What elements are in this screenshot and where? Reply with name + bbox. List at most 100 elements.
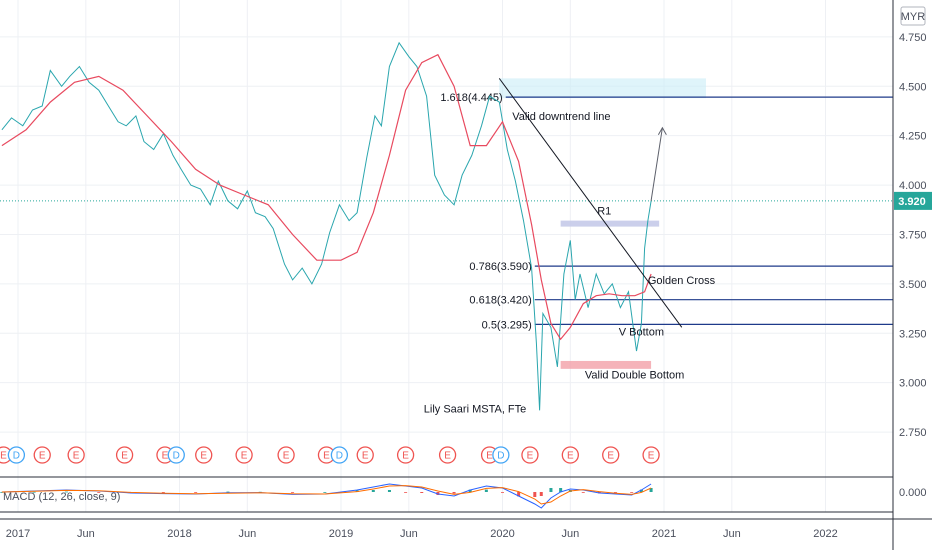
macd-histogram-bar	[161, 492, 165, 493]
earnings-marker[interactable]: E	[67, 446, 85, 464]
y-tick-label: 3.000	[899, 378, 927, 390]
macd-histogram-bar	[32, 491, 36, 493]
target-arrow	[650, 127, 663, 201]
event-marker-letter: D	[497, 451, 504, 462]
event-marker-circle	[356, 446, 374, 464]
double-bottom-zone	[560, 360, 652, 369]
event-marker-circle	[67, 446, 85, 464]
event-marker-letter: E	[73, 451, 80, 462]
event-marker-letter: D	[336, 451, 343, 462]
event-marker-letter: D	[13, 451, 20, 462]
event-marker-circle	[602, 446, 620, 464]
x-tick-label: Jun	[561, 528, 579, 540]
x-tick-label: Jun	[723, 528, 741, 540]
macd-histogram-bar	[226, 491, 230, 493]
resistance-zone	[560, 220, 660, 227]
macd-histogram-bar	[64, 491, 68, 493]
earnings-marker[interactable]: E	[235, 446, 253, 464]
x-tick-label: 2020	[490, 528, 514, 540]
x-tick-label: Jun	[77, 528, 95, 540]
drawings: Valid downtrend line R1	[498, 78, 683, 328]
earnings-marker[interactable]: E	[642, 446, 660, 464]
grid-lines	[0, 0, 893, 512]
earnings-marker[interactable]: E	[195, 446, 213, 464]
event-marker-circle	[235, 446, 253, 464]
y-tick-label: 3.750	[899, 229, 927, 241]
y-tick-label: 3.250	[899, 328, 927, 340]
earnings-marker[interactable]: E	[115, 446, 134, 464]
event-marker-letter: E	[607, 451, 614, 462]
macd-histogram-bar	[630, 492, 634, 493]
dividend-marker[interactable]: D	[330, 446, 349, 464]
last-price-value: 3.920	[898, 196, 926, 208]
dividend-marker[interactable]: D	[167, 446, 185, 464]
macd-legend: MACD (12, 26, close, 9)	[3, 491, 120, 503]
x-tick-label: 2018	[167, 528, 191, 540]
macd-histogram-bar	[97, 492, 101, 493]
earnings-marker[interactable]: E	[277, 446, 295, 464]
macd-histogram-bar	[517, 492, 521, 497]
event-marker-letter: E	[121, 451, 128, 462]
dividend-marker[interactable]: D	[7, 446, 26, 464]
macd-histogram-bar	[291, 492, 295, 493]
annotations: Golden Cross V Bottom Valid Double Bottom L…	[424, 275, 716, 415]
annotation-label: Golden Cross	[648, 275, 716, 287]
macd-histogram-bar	[501, 492, 504, 493]
macd-histogram-bar	[0, 492, 4, 493]
target-arrow-head	[657, 126, 667, 136]
macd-histogram-bar	[549, 488, 553, 492]
x-tick-label: 2022	[813, 528, 837, 540]
earnings-marker[interactable]: E	[33, 446, 51, 464]
target-zone	[499, 78, 706, 99]
earnings-marker[interactable]: E	[356, 446, 374, 464]
event-marker-letter: D	[173, 451, 180, 462]
event-marker-letter: E	[241, 451, 248, 462]
event-marker-circle	[561, 446, 579, 464]
fib-level-label: 0.786(3.590)	[469, 261, 531, 273]
macd-histogram-bar	[468, 489, 472, 492]
macd-histogram-bar	[194, 492, 198, 493]
event-marker-circle	[195, 446, 213, 464]
earnings-marker[interactable]: E	[521, 446, 539, 464]
y-tick-label: 4.250	[899, 131, 927, 143]
macd-zero-tick: 0.000	[899, 487, 927, 499]
macd-histogram-bar	[387, 490, 391, 492]
earnings-marker[interactable]: E	[396, 446, 415, 464]
dividend-marker[interactable]: D	[492, 446, 510, 464]
watermark-text: Lily Saari MSTA, FTe	[424, 403, 527, 415]
event-marker-letter: E	[402, 451, 409, 462]
event-marker-letter: E	[527, 451, 534, 462]
event-marker-circle	[438, 446, 457, 464]
currency-label: MYR	[901, 11, 926, 23]
earnings-marker[interactable]: E	[561, 446, 579, 464]
event-marker-circle	[7, 446, 26, 464]
currency-box[interactable]	[900, 6, 926, 26]
time-axis[interactable]: 2017 Jun 2018 Jun 2019 Jun 2020 Jun 2021 Jun 2022	[0, 518, 932, 540]
price-axis[interactable]: MYR 4.750 4.500 4.250 4.000 3.750 3.500 3.250 3…	[892, 0, 932, 550]
event-marker-circle	[167, 446, 185, 464]
macd-pane: MACD (12, 26, close, 9) 0.000	[0, 476, 927, 513]
macd-histogram-bar	[581, 492, 585, 493]
macd-histogram-bar	[323, 492, 327, 493]
time-axis-ticks: 2017 Jun 2018 Jun 2019 Jun 2020 Jun 2021 Jun 2022	[6, 528, 838, 540]
event-marker-letter: E	[200, 451, 207, 462]
earnings-marker[interactable]: E	[602, 446, 620, 464]
event-marker-letter: E	[162, 451, 169, 462]
event-marker-circle	[642, 446, 660, 464]
macd-histogram-bar	[533, 492, 537, 497]
price-series-line	[1, 41, 652, 411]
fibonacci-levels: 1.618(4.445)0.786(3.590)0.618(3.420)0.5(…	[440, 92, 893, 331]
moving-average-line	[1, 53, 652, 341]
event-marker-circle	[277, 446, 295, 464]
macd-histogram-bar	[484, 489, 488, 492]
last-price-badge	[894, 191, 932, 210]
macd-histogram-bar	[649, 488, 653, 492]
macd-histogram-bar	[371, 490, 375, 492]
downtrend-line	[498, 78, 683, 328]
zones	[499, 78, 706, 369]
event-marker-letter: E	[39, 451, 46, 462]
x-tick-label: 2021	[652, 528, 676, 540]
earnings-marker[interactable]: E	[438, 446, 457, 464]
